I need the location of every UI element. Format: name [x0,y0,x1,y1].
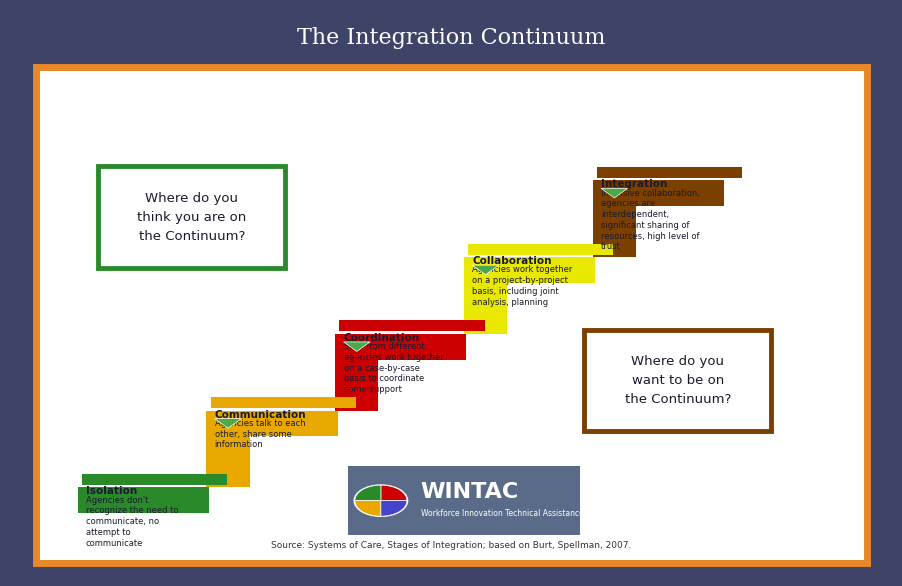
Text: Agencies talk to each
other, share some
information: Agencies talk to each other, share some … [215,419,305,449]
Text: Isolation: Isolation [86,486,137,496]
Bar [467,244,612,254]
Bar [335,334,466,360]
Bar [210,397,355,408]
Bar [464,257,594,283]
Text: Staff from different
agencies work together
on a case-by-case
basis to coordinat: Staff from different agencies work toget… [343,342,443,394]
FancyBboxPatch shape [98,166,285,268]
Text: Collaboration: Collaboration [472,256,551,266]
Bar [82,474,227,485]
FancyBboxPatch shape [584,330,770,431]
Polygon shape [343,342,370,352]
Text: Integration: Integration [601,179,667,189]
Text: Agencies work together
on a project-by-project
basis, including joint
analysis, : Agencies work together on a project-by-p… [472,265,572,306]
Wedge shape [354,500,381,516]
Bar [596,167,741,178]
Bar [207,437,249,488]
Wedge shape [354,485,381,500]
Bar [592,206,635,257]
Text: Where do you
want to be on
the Continuum?: Where do you want to be on the Continuum… [624,355,731,406]
Bar [592,180,723,206]
Bar [464,283,507,334]
Circle shape [351,483,410,519]
Text: Agencies don't
recognize the need to
communicate, no
attempt to
communicate: Agencies don't recognize the need to com… [86,496,179,548]
Text: Communication: Communication [215,410,306,420]
Text: Where do you
think you are on
the Continuum?: Where do you think you are on the Contin… [137,192,246,243]
Wedge shape [381,485,407,500]
Bar [207,411,337,437]
Bar [78,488,208,513]
Text: WINTAC: WINTAC [420,482,519,502]
Text: Workforce Innovation Technical Assistance Center: Workforce Innovation Technical Assistanc… [420,509,611,517]
Bar [347,466,580,536]
Polygon shape [215,418,241,428]
Polygon shape [601,189,627,198]
Circle shape [353,484,408,517]
Bar [339,321,484,331]
Text: Coordination: Coordination [343,333,419,343]
Text: Intensive collaboration,
agencies are
interdependent,
significant sharing of
res: Intensive collaboration, agencies are in… [601,189,699,251]
Wedge shape [381,500,407,516]
Text: The Integration Continuum: The Integration Continuum [297,27,605,49]
Bar [335,360,378,411]
Text: Source: Systems of Care, Stages of Integration; based on Burt, Spellman, 2007.: Source: Systems of Care, Stages of Integ… [271,541,631,550]
Polygon shape [472,265,498,275]
